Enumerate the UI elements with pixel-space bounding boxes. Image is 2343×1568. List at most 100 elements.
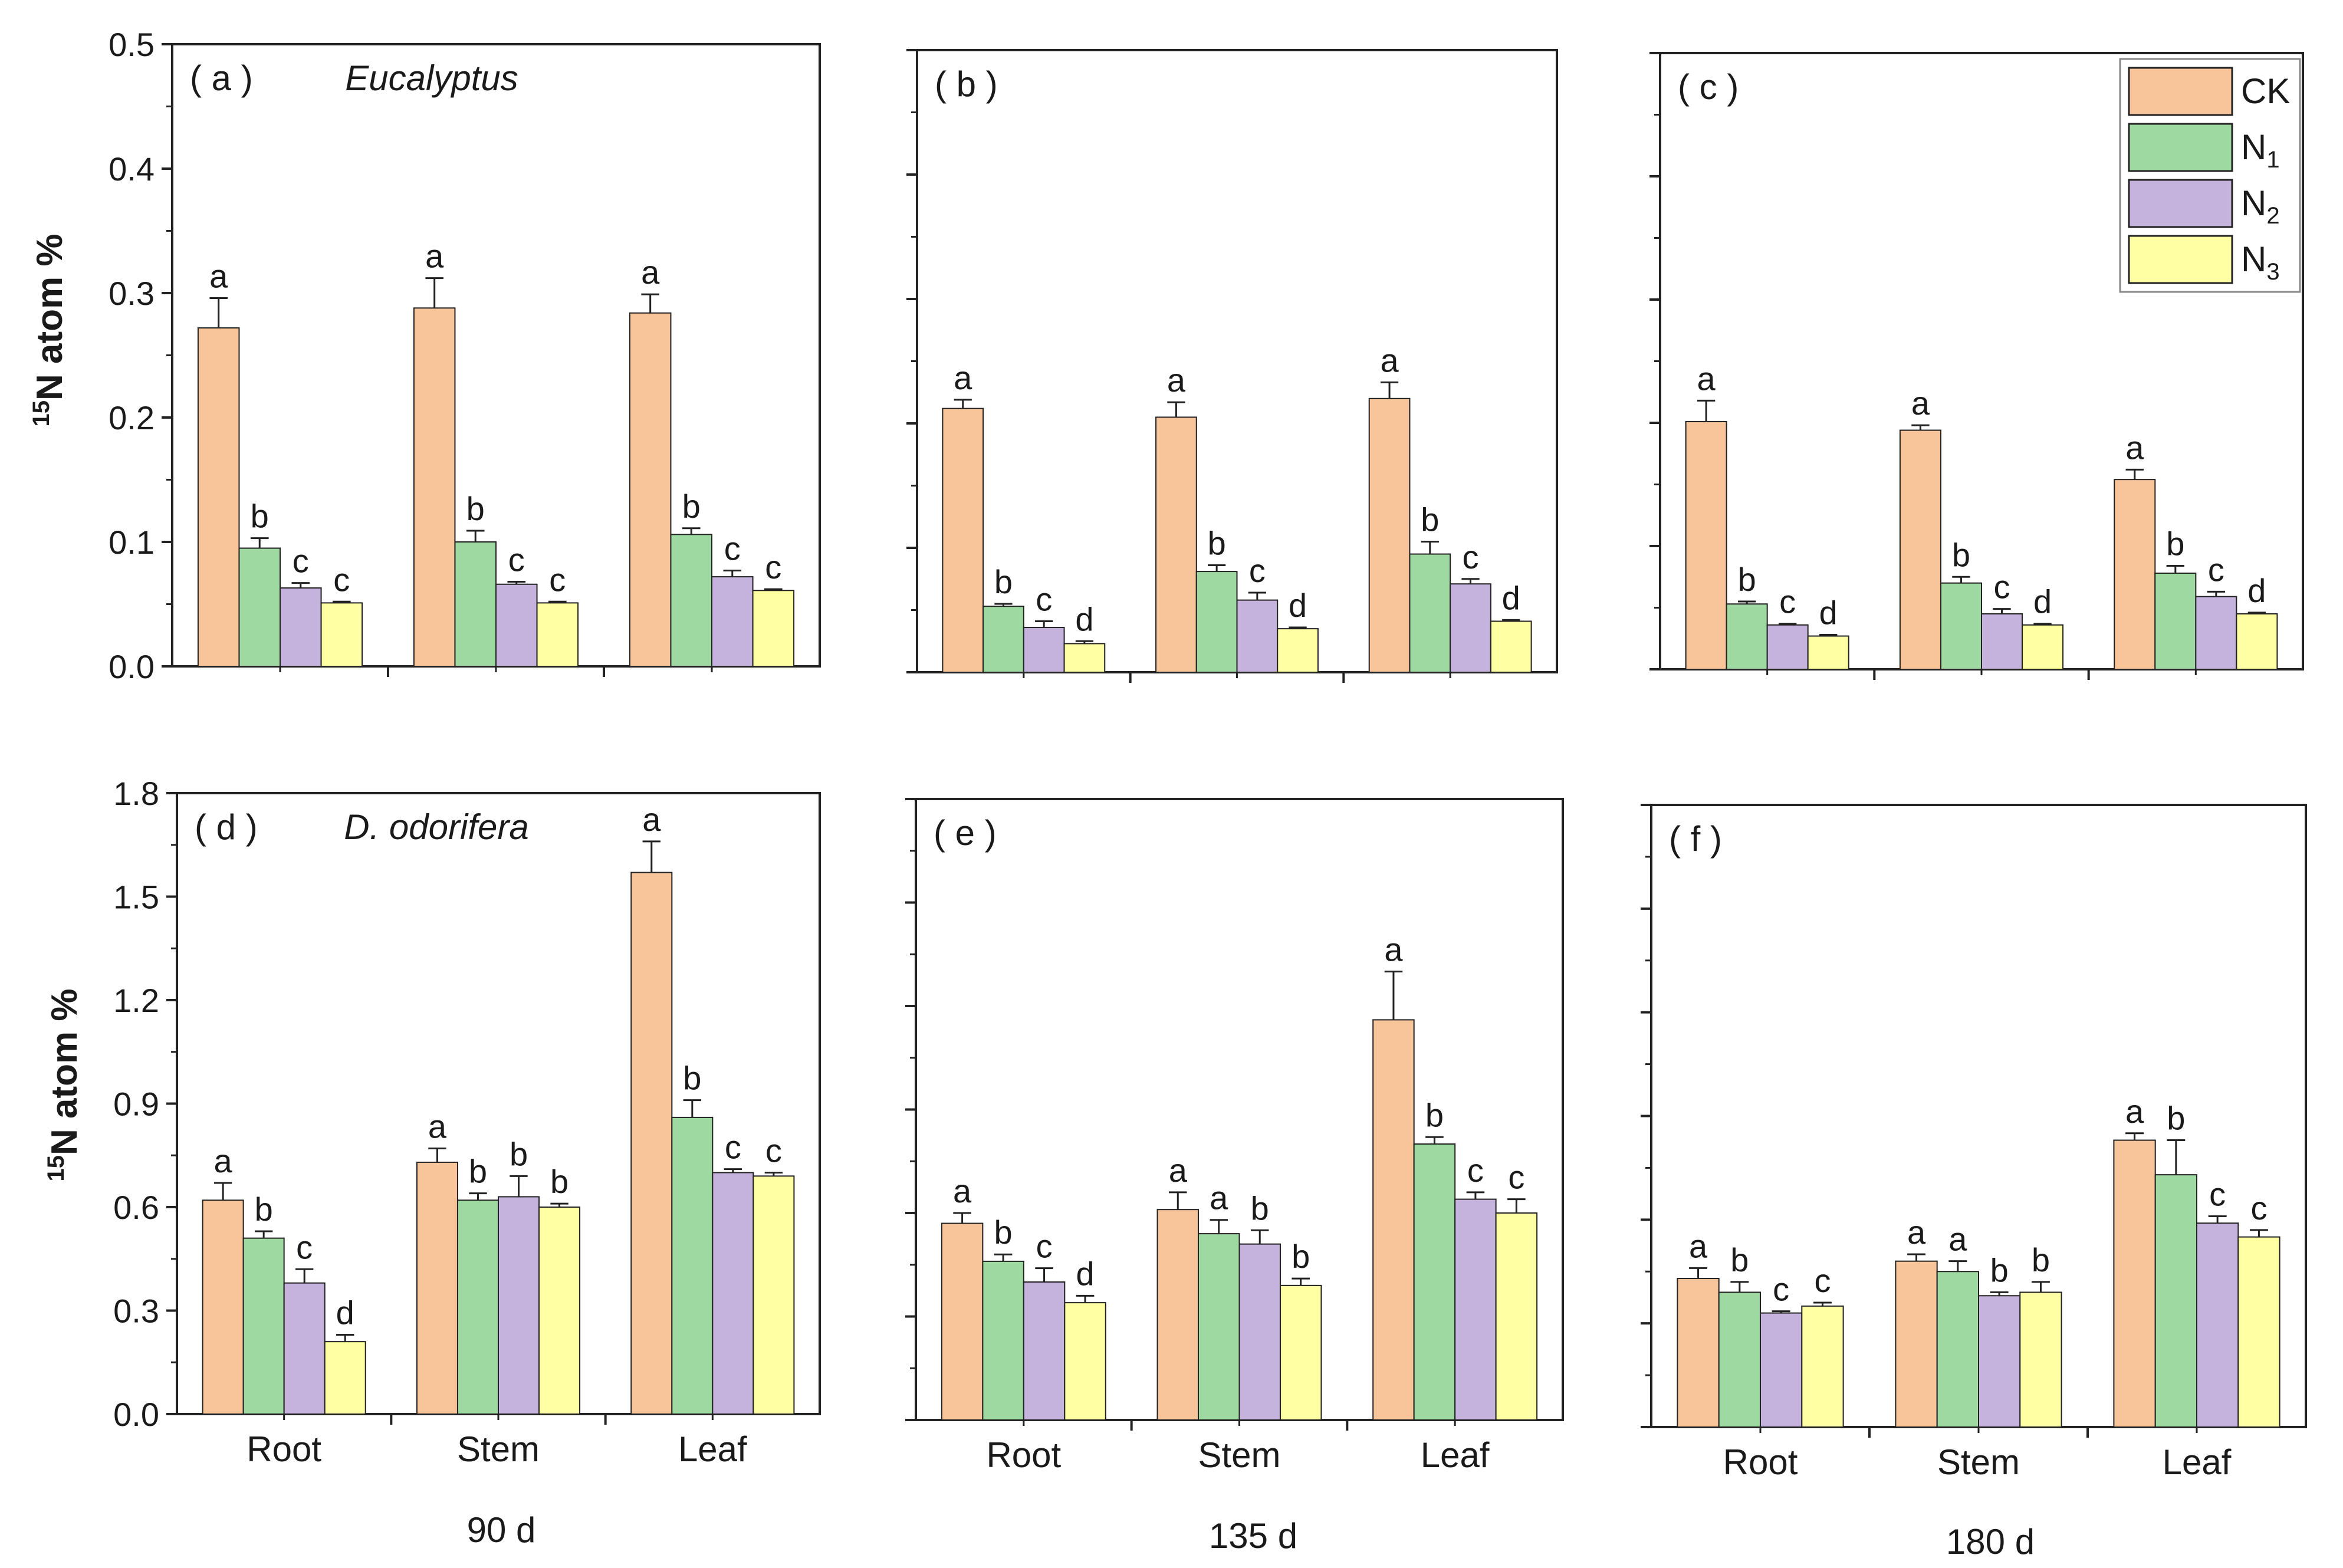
species-label: D. odorifera [344, 807, 528, 847]
bar-N3-stem [1277, 628, 1319, 673]
bar-N3-stem [1279, 1284, 1322, 1421]
bar-CK-root [941, 1222, 984, 1421]
y-tick-label: 0.3 [113, 1293, 159, 1330]
significance-letter: a [428, 1108, 447, 1145]
significance-letter: b [550, 1163, 569, 1200]
significance-letter: a [1384, 931, 1403, 968]
time-label-180d: 180 d [1946, 1522, 2035, 1562]
significance-letter: c [1994, 568, 2010, 606]
bar-CK-root [1677, 1277, 1720, 1428]
bar-N2-stem [495, 583, 538, 667]
panel-label: ( f ) [1669, 819, 1722, 859]
legend-label-N1: N1 [2241, 127, 2280, 173]
legend-swatch-CK [2128, 67, 2233, 116]
x-tick-label-root: Root [986, 1435, 1061, 1475]
significance-letter: c [1467, 1152, 1484, 1189]
bar-N3-leaf [1490, 620, 1532, 673]
y-tick-label: 0.9 [113, 1086, 159, 1123]
x-tick-label-leaf: Leaf [1421, 1435, 1490, 1475]
significance-letter: c [725, 1129, 741, 1166]
significance-letter: a [1167, 361, 1186, 399]
significance-letter: c [2208, 551, 2224, 588]
significance-letter: a [954, 359, 972, 396]
bar-N1-root [238, 547, 281, 667]
bar-N1-leaf [2154, 1174, 2197, 1428]
bar-N2-root [1766, 624, 1809, 670]
bar-N1-stem [1195, 571, 1238, 673]
bar-CK-stem [1156, 1209, 1200, 1421]
bar-CK-leaf [1368, 397, 1411, 673]
significance-letter: a [1907, 1214, 1926, 1251]
significance-letter: c [765, 1132, 782, 1169]
legend-swatch-N1 [2128, 123, 2233, 172]
legend-label-N2: N2 [2241, 183, 2280, 229]
significance-letter: b [994, 563, 1013, 600]
significance-letter: d [1076, 1255, 1094, 1292]
bar-N3-root [1064, 1302, 1106, 1421]
y-tick-label: 0.5 [109, 26, 155, 63]
bar-N3-root [1063, 643, 1106, 673]
significance-letter: c [1036, 1228, 1053, 1265]
significance-letter: c [293, 543, 309, 580]
x-tick-label-stem: Stem [1198, 1435, 1280, 1475]
significance-letter: c [1463, 538, 1479, 576]
bar-N2-stem [498, 1196, 540, 1415]
bar-N3-stem [536, 602, 579, 668]
panel-label: ( b ) [935, 64, 998, 104]
significance-letter: b [1738, 561, 1756, 598]
significance-letter: d [1502, 579, 1520, 616]
bar-N2-stem [1981, 613, 2023, 670]
bar-N3-leaf [2237, 1236, 2280, 1428]
bar-N2-stem [1236, 599, 1279, 673]
significance-letter: b [1990, 1251, 2009, 1288]
significance-letter: b [2166, 525, 2184, 562]
bar-CK-root [1685, 420, 1727, 670]
significance-letter: d [1819, 594, 1838, 631]
panel-label: ( a ) [190, 58, 253, 98]
bar-N3-leaf [1495, 1212, 1538, 1421]
significance-letter: b [1208, 525, 1226, 562]
legend: CK N1 N2 N3 [2119, 58, 2301, 293]
bar-N3-stem [2022, 624, 2064, 670]
significance-letter: d [1289, 587, 1307, 624]
y-tick-label: 1.5 [113, 879, 159, 916]
bar-N1-stem [1940, 582, 1982, 670]
significance-letter: c [724, 530, 741, 567]
significance-letter: d [2033, 583, 2052, 620]
y-axis-label-bottom-main: N atom % [44, 989, 85, 1155]
bar-N2-leaf [2196, 1222, 2239, 1428]
bar-N3-leaf [752, 590, 795, 667]
significance-letter: b [1421, 501, 1439, 538]
bar-CK-leaf [630, 872, 673, 1415]
y-tick-label: 0.6 [113, 1189, 159, 1226]
panel-label: ( d ) [195, 807, 258, 847]
significance-letter: c [1814, 1262, 1831, 1299]
bar-N1-root [982, 1260, 1024, 1421]
significance-letter: c [508, 541, 525, 578]
significance-letter: b [469, 1153, 487, 1190]
y-tick-label: 0.4 [109, 150, 155, 188]
bar-N2-leaf [1450, 583, 1491, 673]
bar-N3-root [1807, 635, 1849, 670]
significance-letter: d [1075, 600, 1093, 637]
x-tick-label-stem: Stem [1937, 1442, 2020, 1482]
bar-N3-root [1801, 1305, 1844, 1428]
y-tick-label: 0.0 [109, 648, 155, 685]
significance-letter: a [2125, 429, 2144, 466]
bar-N2-stem [1238, 1243, 1281, 1421]
significance-letter: a [1169, 1152, 1188, 1189]
legend-swatch-N3 [2128, 235, 2233, 284]
significance-letter: a [953, 1172, 972, 1209]
bar-CK-root [197, 327, 240, 667]
significance-letter: c [1773, 1271, 1789, 1308]
significance-letter: c [1249, 552, 1266, 589]
bar-CK-leaf [2114, 479, 2156, 670]
time-label-135d: 135 d [1209, 1516, 1297, 1556]
significance-letter: c [1036, 580, 1052, 617]
